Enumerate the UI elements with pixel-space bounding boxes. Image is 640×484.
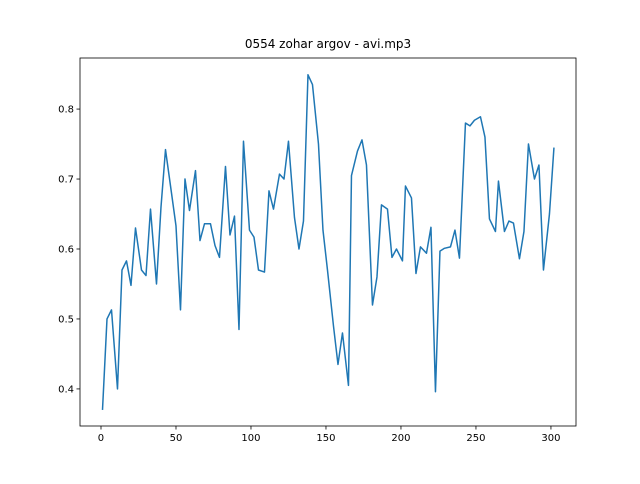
x-tick-label: 300 [541,433,560,444]
plot-frame [79,57,577,427]
chart-title: 0554 zohar argov - avi.mp3 [245,37,411,51]
x-tick-label: 200 [391,433,410,444]
y-tick-label: 0.8 [58,105,74,116]
x-tick-label: 100 [241,433,260,444]
y-tick-label: 0.5 [58,314,74,325]
x-tick-label: 250 [466,433,485,444]
y-tick-label: 0.6 [58,244,74,255]
x-tick-label: 0 [98,433,104,444]
y-tick-label: 0.4 [58,384,74,395]
x-tick-label: 50 [170,433,183,444]
y-tick-label: 0.7 [58,175,74,186]
line-series [101,74,555,410]
x-tick-label: 150 [316,433,335,444]
